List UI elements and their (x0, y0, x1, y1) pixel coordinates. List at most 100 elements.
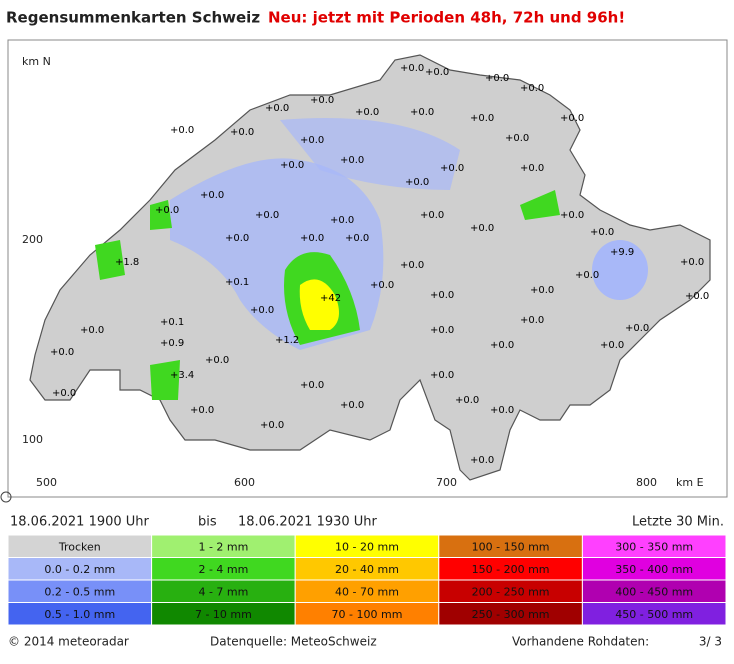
station-value: +0.0 (455, 395, 479, 406)
period-span: Letzte 30 Min. (632, 515, 724, 530)
station-value: +0.9 (160, 338, 184, 349)
station-value: +0.0 (425, 67, 449, 78)
station-value: +0.0 (560, 210, 584, 221)
station-value: +0.0 (490, 340, 514, 351)
station-value: +0.0 (405, 177, 429, 188)
station-value: +0.0 (400, 260, 424, 271)
station-value: +0.0 (600, 340, 624, 351)
station-value: +0.0 (430, 370, 454, 381)
period-to: 18.06.2021 1930 Uhr (238, 515, 378, 530)
y-tick-label: 200 (22, 233, 43, 246)
station-value: +0.0 (190, 405, 214, 416)
station-value: +0.0 (340, 155, 364, 166)
station-value: +0.0 (205, 355, 229, 366)
station-value: +42 (320, 293, 341, 304)
legend-label: 0.2 - 0.5 mm (44, 585, 115, 598)
station-value: +0.0 (300, 380, 324, 391)
legend-label: 300 - 350 mm (615, 540, 693, 553)
station-value: +3.4 (170, 370, 194, 381)
legend-label: 7 - 10 mm (195, 608, 252, 621)
station-value: +0.0 (470, 455, 494, 466)
y-axis-label: km N (22, 55, 51, 68)
legend-label: Trocken (58, 540, 101, 553)
legend-label: 0.0 - 0.2 mm (44, 563, 115, 576)
station-value: +0.0 (505, 133, 529, 144)
station-value: +0.1 (225, 277, 249, 288)
legend-label: 70 - 100 mm (332, 608, 403, 621)
legend: Trocken 0.0 - 0.2 mm 0.2 - 0.5 mm 0.5 - 1.0… (7, 534, 727, 626)
station-value: +0.0 (470, 113, 494, 124)
rain-core (520, 190, 560, 220)
station-value: +1.8 (115, 257, 139, 268)
station-value: +0.0 (530, 285, 554, 296)
station-value: +0.0 (440, 163, 464, 174)
x-tick-label: 700 (436, 476, 457, 489)
station-value: +0.0 (625, 323, 649, 334)
legend-label: 150 - 200 mm (472, 563, 550, 576)
station-value: +9.9 (610, 247, 634, 258)
data-source: Datenquelle: MeteoSchweiz (210, 635, 377, 649)
station-value: +0.0 (260, 420, 284, 431)
station-value: +0.0 (520, 315, 544, 326)
notice: Neu: jetzt mit Perioden 48h, 72h und 96h… (268, 9, 625, 27)
map (29, 54, 711, 481)
station-value: +0.0 (430, 325, 454, 336)
station-value: +0.0 (155, 205, 179, 216)
legend-label: 2 - 4 mm (198, 563, 248, 576)
x-axis-label: km E (676, 476, 704, 489)
legend-label: 250 - 300 mm (472, 608, 550, 621)
station-value: +0.0 (80, 325, 104, 336)
station-value: +0.0 (420, 210, 444, 221)
legend-label: 4 - 7 mm (198, 585, 248, 598)
station-value: +0.0 (370, 280, 394, 291)
rain-area (592, 240, 648, 300)
y-tick-label: 100 (22, 433, 43, 446)
station-value: +0.0 (225, 233, 249, 244)
origin-marker (0, 491, 12, 503)
station-value: +0.0 (52, 388, 76, 399)
station-value: +0.0 (355, 107, 379, 118)
period-from: 18.06.2021 1900 Uhr (10, 515, 150, 530)
legend-swatch (581, 602, 727, 626)
station-value: +0.0 (255, 210, 279, 221)
station-value: +0.0 (300, 233, 324, 244)
station-value: +0.0 (520, 83, 544, 94)
legend-label: 40 - 70 mm (335, 585, 399, 598)
station-value: +0.0 (345, 233, 369, 244)
station-value: +0.0 (520, 163, 544, 174)
rain-core (299, 279, 339, 330)
copyright: © 2014 meteoradar (8, 635, 129, 649)
x-tick-label: 500 (36, 476, 57, 489)
station-value: +0.0 (300, 135, 324, 146)
title: Regensummenkarten Schweiz (6, 9, 260, 27)
rain-core (150, 200, 172, 230)
station-value: +0.0 (400, 63, 424, 74)
station-value: +0.0 (685, 291, 709, 302)
rain-core (150, 360, 180, 400)
station-value: +0.0 (575, 270, 599, 281)
station-value: +1.2 (275, 335, 299, 346)
station-value: +0.0 (310, 95, 334, 106)
station-value: +0.0 (280, 160, 304, 171)
station-value: +0.0 (340, 400, 364, 411)
legend-label: 200 - 250 mm (472, 585, 550, 598)
stations: +0.0 +0.0 +0.0 +0.0 +0.0 +0.0 +0.0 +0.0 +0.0 +0.0… (50, 63, 709, 466)
station-value: +0.0 (265, 103, 289, 114)
legend-label: 100 - 150 mm (472, 540, 550, 553)
station-value: +0.0 (490, 405, 514, 416)
legend-label: 350 - 400 mm (615, 563, 693, 576)
x-tick-label: 800 (636, 476, 657, 489)
x-tick-label: 600 (234, 476, 255, 489)
legend-label: 0.5 - 1.0 mm (44, 608, 115, 621)
station-value: +0.0 (560, 113, 584, 124)
legend-label: 10 - 20 mm (335, 540, 399, 553)
station-value: +0.0 (170, 125, 194, 136)
rain-area (280, 118, 460, 190)
station-value: +0.0 (430, 290, 454, 301)
legend-label: 450 - 500 mm (615, 608, 693, 621)
station-value: +0.0 (200, 190, 224, 201)
station-value: +0.0 (590, 227, 614, 238)
station-value: +0.0 (485, 73, 509, 84)
station-value: +0.0 (680, 257, 704, 268)
